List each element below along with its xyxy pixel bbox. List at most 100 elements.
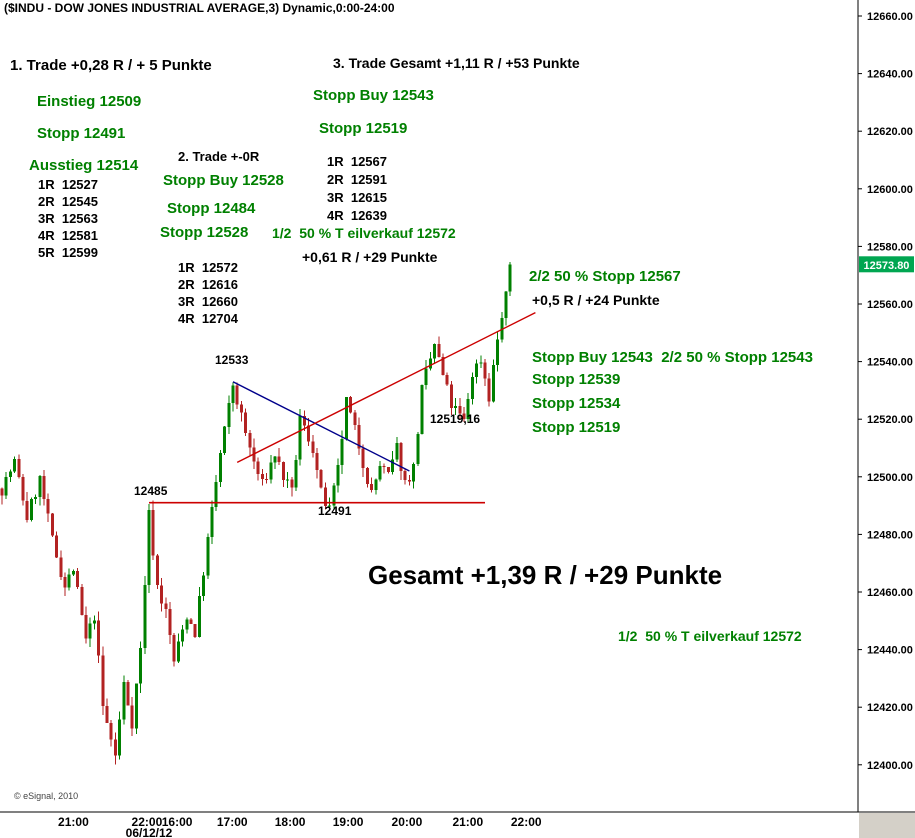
candle-body: [391, 459, 395, 472]
candles-layer[interactable]: [0, 262, 512, 765]
candle-body: [202, 575, 206, 597]
candle-body: [113, 739, 117, 756]
candle-body: [214, 482, 218, 508]
candle-body: [437, 344, 441, 357]
price-tick-label: 12520.00: [867, 414, 913, 426]
candle-body: [487, 378, 491, 402]
total-result: Gesamt +1,39 R / +29 Punkte: [368, 560, 723, 590]
candle-body: [458, 405, 462, 414]
candle-body: [315, 453, 319, 471]
candle-body: [256, 461, 260, 474]
last-price-label: 12573.80: [864, 260, 910, 272]
candle-body: [13, 459, 17, 472]
candle-body: [445, 375, 449, 385]
time-tick-label: 21:00: [452, 815, 483, 829]
candle-body: [227, 403, 231, 427]
candle-body: [118, 719, 122, 756]
candle-body: [176, 641, 180, 662]
candle-body: [470, 376, 474, 399]
price-axis[interactable]: 12660.00 12640.00 12620.00 12600.00 12580.00…: [857, 0, 914, 812]
candle-body: [189, 619, 193, 624]
candle-body: [260, 474, 264, 480]
candle-body: [399, 443, 403, 472]
candle-body: [286, 479, 290, 481]
time-axis[interactable]: 21:00 22:00 16:00 17:00 18:00 19:00 20:00 21:00…: [0, 811, 915, 838]
candle-body: [29, 499, 33, 521]
candle-body: [147, 509, 151, 586]
candle-body: [151, 509, 155, 556]
candle-body: [92, 620, 96, 624]
trade1-stop-label: Stopp 12491: [37, 125, 126, 142]
candle-body: [155, 555, 159, 586]
price-tick-label: 12660.00: [867, 11, 913, 23]
candle-body: [59, 557, 63, 577]
partial2-result: +0,5 R / +24 Punkte: [532, 292, 660, 308]
candle-body: [248, 432, 252, 448]
time-tick-label: 22:00: [511, 815, 542, 829]
candle-body: [466, 399, 470, 420]
candle-body: [475, 363, 479, 377]
price-tick-label: 12600.00: [867, 184, 913, 196]
candle-body: [206, 536, 210, 576]
candle-body: [139, 648, 143, 684]
candle-body: [134, 683, 138, 729]
candle-body: [71, 571, 75, 575]
candle-body: [265, 479, 269, 481]
candle-body: [126, 682, 130, 706]
trade2-stop-label-1: Stopp 12484: [167, 200, 256, 217]
candle-body: [462, 413, 466, 420]
candle-body: [277, 456, 281, 462]
candle-body: [63, 576, 67, 588]
candle-body: [496, 339, 500, 365]
trade3-target-1r: 1R 12567: [327, 154, 387, 169]
candle-body: [328, 505, 332, 507]
price-tick-label: 12640.00: [867, 69, 913, 81]
trade1-exit-label: Ausstieg 12514: [29, 157, 139, 174]
price-tick-label: 12500.00: [867, 472, 913, 484]
time-tick-label: 19:00: [333, 815, 364, 829]
trade2-stopbuy-label: Stopp Buy 12528: [163, 172, 284, 189]
trailing-stop-4: Stopp 12519: [532, 419, 621, 436]
candle-body: [319, 470, 323, 488]
trailing-stop-3: Stopp 12534: [532, 395, 621, 412]
candle-body: [336, 464, 340, 486]
candle-body: [244, 412, 248, 433]
trade2-target-1r: 1R 12572: [178, 260, 238, 275]
partial1-label: 1/2 50 % T eilverkauf 12572: [272, 225, 456, 241]
candle-body: [298, 416, 302, 460]
time-tick-label: 20:00: [392, 815, 423, 829]
candle-body: [407, 479, 411, 482]
axis-corner: [859, 813, 915, 838]
candle-body: [504, 291, 508, 319]
trade2-target-2r: 2R 12616: [178, 277, 238, 292]
price-tick-label: 12560.00: [867, 299, 913, 311]
candle-body: [21, 476, 25, 501]
candle-body: [344, 397, 348, 439]
candle-body: [4, 476, 8, 496]
price-tick-label: 12620.00: [867, 126, 913, 138]
candle-body: [382, 466, 386, 468]
candle-body: [332, 485, 336, 506]
pivot-label-12485: 12485: [134, 484, 168, 498]
candle-body: [428, 358, 432, 369]
trade1-target-4r: 4R 12581: [38, 228, 98, 243]
candle-body: [109, 722, 113, 740]
candle-body: [416, 434, 420, 465]
candle-body: [403, 471, 407, 480]
candle-body: [181, 629, 185, 642]
candle-body: [307, 425, 311, 442]
price-tick-label: 12440.00: [867, 645, 913, 657]
candle-body: [323, 487, 327, 506]
candle-body: [38, 475, 42, 498]
candle-body: [239, 404, 243, 413]
candle-body: [294, 459, 298, 488]
candle-body: [370, 483, 374, 490]
candle-body: [449, 384, 453, 408]
candle-body: [353, 412, 357, 425]
price-tick-label: 12420.00: [867, 702, 913, 714]
candle-body: [105, 705, 109, 723]
candle-body: [164, 603, 168, 609]
candle-body: [269, 462, 273, 480]
